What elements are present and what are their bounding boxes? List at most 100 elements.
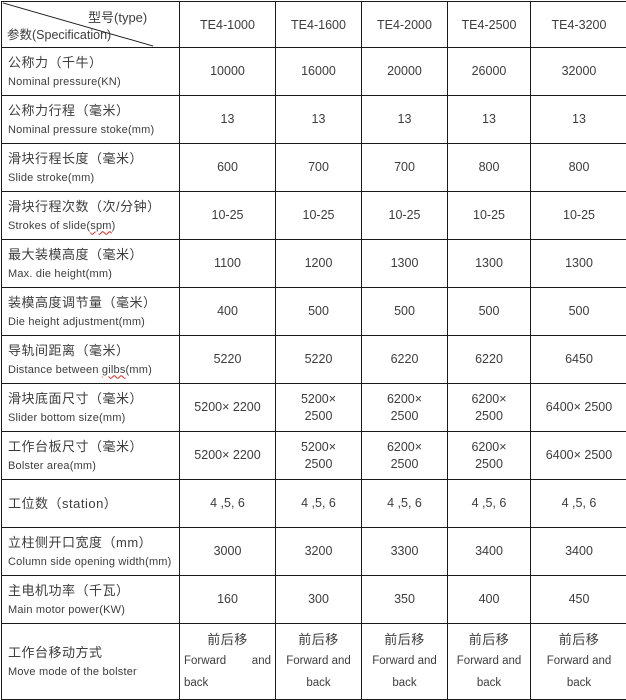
value-cell: 500 — [362, 288, 448, 336]
value-cell: 13 — [448, 96, 531, 144]
row-label-zh: 公称力行程（毫米） — [8, 102, 177, 120]
value-cell: 6220 — [448, 336, 531, 384]
value-cell: 6450 — [531, 336, 626, 384]
value-cell: 6400× 2500 — [531, 384, 626, 432]
value-cell: 5200× 2200 — [180, 432, 276, 480]
value-cell: 13 — [531, 96, 626, 144]
value-cell: 前后移 Forward and back — [180, 624, 276, 700]
value-cell: 1200 — [276, 240, 362, 288]
table-row-nominal-pressure-stroke: 公称力行程（毫米） Nominal pressure stoke(mm) 13 … — [2, 96, 626, 144]
misspelled-word: gilbs — [102, 364, 126, 376]
row-label-zh: 立柱侧开口宽度（mm） — [8, 534, 177, 552]
value-cell: 6200× 2500 — [448, 384, 531, 432]
value-cell: 1300 — [531, 240, 626, 288]
value-cell: 800 — [448, 144, 531, 192]
header-row: 型号(type) 参数(Specification) TE4-1000 TE4-… — [2, 2, 626, 48]
row-label: 工作台板尺寸（毫米） Bolster area(mm) — [2, 432, 180, 480]
row-label: 主电机功率（千瓦） Main motor power(KW) — [2, 576, 180, 624]
row-label-en: Die height adjustment(mm) — [8, 314, 177, 330]
value-cell: 10-25 — [531, 192, 626, 240]
table-row-slide-stroke: 滑块行程长度（毫米） Slide stroke(mm) 600 700 700 … — [2, 144, 626, 192]
value-cell: 20000 — [362, 48, 448, 96]
table-row-strokes-of-slide: 滑块行程次数（次/分钟） Strokes of slide(spm) 10-25… — [2, 192, 626, 240]
value-cell: 13 — [180, 96, 276, 144]
value-cell: 400 — [180, 288, 276, 336]
table-row-stations: 工位数（station） 4 ,5, 6 4 ,5, 6 4 ,5, 6 4 ,… — [2, 480, 626, 528]
value-cell: 350 — [362, 576, 448, 624]
value-cell: 10-25 — [362, 192, 448, 240]
row-label-zh: 工位数（station） — [8, 495, 177, 513]
table-row-nominal-pressure: 公称力（千牛） Nominal pressure(KN) 10000 16000… — [2, 48, 626, 96]
value-cell: 700 — [362, 144, 448, 192]
row-label: 最大装模高度（毫米） Max. die height(mm) — [2, 240, 180, 288]
row-label: 导轨间距离（毫米） Distance between gilbs(mm) — [2, 336, 180, 384]
row-label: 立柱侧开口宽度（mm） Column side opening width(mm… — [2, 528, 180, 576]
value-cell: 3400 — [448, 528, 531, 576]
value-cell: 26000 — [448, 48, 531, 96]
value-cell: 32000 — [531, 48, 626, 96]
value-cell: 500 — [531, 288, 626, 336]
value-cell: 5200× 2500 — [276, 432, 362, 480]
value-cell: 5220 — [180, 336, 276, 384]
value-cell: 16000 — [276, 48, 362, 96]
row-label-en: Max. die height(mm) — [8, 266, 177, 282]
value-cell: 前后移 Forward and back — [362, 624, 448, 700]
value-cell: 6220 — [362, 336, 448, 384]
value-cell: 800 — [531, 144, 626, 192]
row-label: 工作台移动方式 Move mode of the bolster — [2, 624, 180, 700]
row-label: 公称力行程（毫米） Nominal pressure stoke(mm) — [2, 96, 180, 144]
value-cell: 3400 — [531, 528, 626, 576]
value-cell: 10-25 — [276, 192, 362, 240]
row-label-en: Nominal pressure(KN) — [8, 74, 177, 90]
table-row-main-motor-power: 主电机功率（千瓦） Main motor power(KW) 160 300 3… — [2, 576, 626, 624]
value-cell: 1300 — [362, 240, 448, 288]
value-cell: 10000 — [180, 48, 276, 96]
column-header-te4-1600: TE4-1600 — [276, 2, 362, 48]
row-label-zh: 导轨间距离（毫米） — [8, 342, 177, 360]
value-cell: 10-25 — [180, 192, 276, 240]
column-header-te4-1000: TE4-1000 — [180, 2, 276, 48]
row-label-en: Slide stroke(mm) — [8, 170, 177, 186]
row-label-en: Bolster area(mm) — [8, 458, 177, 474]
table-row-column-side-opening-width: 立柱侧开口宽度（mm） Column side opening width(mm… — [2, 528, 626, 576]
value-cell: 4 ,5, 6 — [276, 480, 362, 528]
value-cell: 400 — [448, 576, 531, 624]
row-label: 滑块行程长度（毫米） Slide stroke(mm) — [2, 144, 180, 192]
value-cell: 3000 — [180, 528, 276, 576]
row-label: 滑块底面尺寸（毫米） Slider bottom size(mm) — [2, 384, 180, 432]
row-label-zh: 工作台移动方式 — [8, 644, 177, 662]
row-label-en: Main motor power(KW) — [8, 602, 177, 618]
value-cell: 3200 — [276, 528, 362, 576]
value-cell: 6200× 2500 — [362, 384, 448, 432]
value-cell: 前后移 Forward and back — [531, 624, 626, 700]
table-row-bolster-move-mode: 工作台移动方式 Move mode of the bolster 前后移 For… — [2, 624, 626, 700]
value-cell: 700 — [276, 144, 362, 192]
value-cell: 300 — [276, 576, 362, 624]
row-label-zh: 滑块底面尺寸（毫米） — [8, 390, 177, 408]
column-header-te4-2500: TE4-2500 — [448, 2, 531, 48]
value-cell: 1300 — [448, 240, 531, 288]
row-label-en: Distance between gilbs(mm) — [8, 362, 177, 378]
value-cell: 6200× 2500 — [448, 432, 531, 480]
value-cell: 13 — [276, 96, 362, 144]
table-row-die-height-adjustment: 装模高度调节量（毫米） Die height adjustment(mm) 40… — [2, 288, 626, 336]
value-cell: 6400× 2500 — [531, 432, 626, 480]
row-label-zh: 工作台板尺寸（毫米） — [8, 438, 177, 456]
value-cell: 6200× 2500 — [362, 432, 448, 480]
row-label: 工位数（station） — [2, 480, 180, 528]
value-cell: 13 — [362, 96, 448, 144]
column-header-te4-2000: TE4-2000 — [362, 2, 448, 48]
value-cell: 3300 — [362, 528, 448, 576]
table-row-slider-bottom-size: 滑块底面尺寸（毫米） Slider bottom size(mm) 5200× … — [2, 384, 626, 432]
value-cell: 500 — [448, 288, 531, 336]
value-cell: 4 ,5, 6 — [180, 480, 276, 528]
value-cell: 前后移 Forward and back — [448, 624, 531, 700]
column-header-te4-3200: TE4-3200 — [531, 2, 626, 48]
table-row-distance-between-gibs: 导轨间距离（毫米） Distance between gilbs(mm) 522… — [2, 336, 626, 384]
row-label-zh: 装模高度调节量（毫米） — [8, 294, 177, 312]
row-label-en: Column side opening width(mm) — [8, 554, 177, 570]
value-cell: 4 ,5, 6 — [531, 480, 626, 528]
row-label-en: Nominal pressure stoke(mm) — [8, 122, 177, 138]
value-cell: 160 — [180, 576, 276, 624]
